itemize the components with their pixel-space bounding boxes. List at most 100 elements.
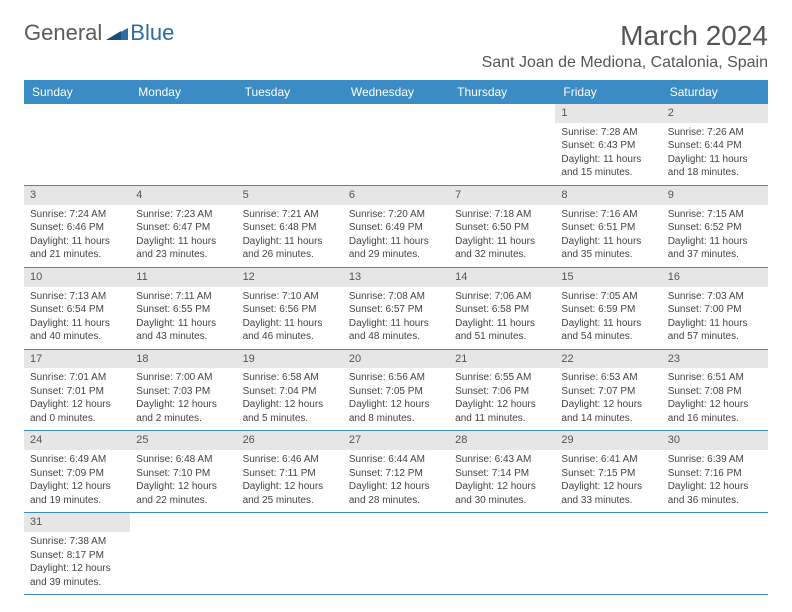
day-cell: 19Sunrise: 6:58 AMSunset: 7:04 PMDayligh…	[237, 350, 343, 431]
day-detail: and 35 minutes.	[561, 248, 655, 262]
day-detail: and 14 minutes.	[561, 412, 655, 426]
location: Sant Joan de Mediona, Catalonia, Spain	[482, 54, 768, 72]
day-detail: Sunrise: 7:15 AM	[668, 208, 762, 222]
day-number: 17	[24, 350, 130, 369]
day-detail: Sunset: 7:10 PM	[136, 467, 230, 481]
day-detail: Sunrise: 7:38 AM	[30, 535, 124, 549]
day-cell: 18Sunrise: 7:00 AMSunset: 7:03 PMDayligh…	[130, 350, 236, 431]
day-detail: and 57 minutes.	[668, 330, 762, 344]
day-detail: and 28 minutes.	[349, 494, 443, 508]
calendar: Sunday Monday Tuesday Wednesday Thursday…	[24, 80, 768, 595]
calendar-week: 31 Sunrise: 7:38 AMSunset: 8:17 PMDayligh…	[24, 513, 768, 595]
day-detail: and 33 minutes.	[561, 494, 655, 508]
day-detail: Sunrise: 7:06 AM	[455, 290, 549, 304]
day-detail: Sunrise: 7:03 AM	[668, 290, 762, 304]
day-number: 26	[237, 431, 343, 450]
day-detail: Sunset: 7:03 PM	[136, 385, 230, 399]
day-cell: 23Sunrise: 6:51 AMSunset: 7:08 PMDayligh…	[662, 350, 768, 431]
logo-text-2: Blue	[130, 20, 174, 46]
day-detail: Daylight: 12 hours	[30, 480, 124, 494]
day-detail: Sunrise: 6:44 AM	[349, 453, 443, 467]
day-detail: Sunrise: 6:55 AM	[455, 371, 549, 385]
day-detail: and 23 minutes.	[136, 248, 230, 262]
day-number: 5	[237, 186, 343, 205]
day-detail: Sunset: 6:55 PM	[136, 303, 230, 317]
day-cell: 12Sunrise: 7:10 AMSunset: 6:56 PMDayligh…	[237, 268, 343, 349]
day-detail: Sunset: 8:17 PM	[30, 549, 124, 563]
day-detail: Daylight: 12 hours	[136, 398, 230, 412]
day-detail: Daylight: 11 hours	[136, 235, 230, 249]
day-detail: Sunrise: 7:16 AM	[561, 208, 655, 222]
day-detail: Sunrise: 7:20 AM	[349, 208, 443, 222]
day-number: 25	[130, 431, 236, 450]
day-detail: Sunset: 7:04 PM	[243, 385, 337, 399]
day-number: 27	[343, 431, 449, 450]
day-detail: Sunrise: 7:24 AM	[30, 208, 124, 222]
calendar-body: 1Sunrise: 7:28 AMSunset: 6:43 PMDaylight…	[24, 104, 768, 595]
day-cell: 26Sunrise: 6:46 AMSunset: 7:11 PMDayligh…	[237, 431, 343, 512]
day-number: 2	[662, 104, 768, 123]
day-detail: Sunrise: 6:48 AM	[136, 453, 230, 467]
day-cell: 4Sunrise: 7:23 AMSunset: 6:47 PMDaylight…	[130, 186, 236, 267]
day-cell: 20Sunrise: 6:56 AMSunset: 7:05 PMDayligh…	[343, 350, 449, 431]
day-cell: 22Sunrise: 6:53 AMSunset: 7:07 PMDayligh…	[555, 350, 661, 431]
day-detail: and 46 minutes.	[243, 330, 337, 344]
day-number: 21	[449, 350, 555, 369]
day-detail: and 2 minutes.	[136, 412, 230, 426]
day-detail: Sunrise: 6:49 AM	[30, 453, 124, 467]
month-title: March 2024	[482, 20, 768, 52]
day-detail: and 8 minutes.	[349, 412, 443, 426]
day-detail: Sunrise: 7:26 AM	[668, 126, 762, 140]
page-header: General Blue March 2024 Sant Joan de Med…	[24, 20, 768, 72]
day-detail: Sunset: 6:56 PM	[243, 303, 337, 317]
day-detail: Daylight: 12 hours	[30, 562, 124, 576]
day-detail: Sunrise: 7:23 AM	[136, 208, 230, 222]
day-cell-empty	[662, 513, 768, 594]
day-number: 29	[555, 431, 661, 450]
day-cell: 25Sunrise: 6:48 AMSunset: 7:10 PMDayligh…	[130, 431, 236, 512]
day-detail: Sunrise: 7:11 AM	[136, 290, 230, 304]
day-header: Tuesday	[237, 80, 343, 104]
day-detail: Sunrise: 6:41 AM	[561, 453, 655, 467]
day-detail: Sunset: 6:52 PM	[668, 221, 762, 235]
day-detail: and 43 minutes.	[136, 330, 230, 344]
day-header: Saturday	[662, 80, 768, 104]
day-detail: Sunset: 6:54 PM	[30, 303, 124, 317]
day-cell: 29Sunrise: 6:41 AMSunset: 7:15 PMDayligh…	[555, 431, 661, 512]
day-detail: Sunrise: 6:51 AM	[668, 371, 762, 385]
day-detail: Sunset: 6:51 PM	[561, 221, 655, 235]
day-detail: and 11 minutes.	[455, 412, 549, 426]
day-detail: Sunset: 6:48 PM	[243, 221, 337, 235]
day-detail: Daylight: 11 hours	[561, 317, 655, 331]
day-detail: Sunrise: 7:01 AM	[30, 371, 124, 385]
day-cell: 14Sunrise: 7:06 AMSunset: 6:58 PMDayligh…	[449, 268, 555, 349]
day-cell: 2Sunrise: 7:26 AMSunset: 6:44 PMDaylight…	[662, 104, 768, 185]
day-detail: Sunset: 7:12 PM	[349, 467, 443, 481]
day-cell-empty	[555, 513, 661, 594]
day-detail: and 54 minutes.	[561, 330, 655, 344]
day-cell: 11Sunrise: 7:11 AMSunset: 6:55 PMDayligh…	[130, 268, 236, 349]
day-number: 8	[555, 186, 661, 205]
day-cell: 17Sunrise: 7:01 AMSunset: 7:01 PMDayligh…	[24, 350, 130, 431]
day-number: 18	[130, 350, 236, 369]
day-number: 16	[662, 268, 768, 287]
day-detail: Daylight: 12 hours	[561, 398, 655, 412]
day-detail: Daylight: 11 hours	[30, 235, 124, 249]
day-cell-empty	[343, 513, 449, 594]
day-detail: Sunset: 7:09 PM	[30, 467, 124, 481]
calendar-week: 24Sunrise: 6:49 AMSunset: 7:09 PMDayligh…	[24, 431, 768, 513]
day-detail: Sunset: 6:50 PM	[455, 221, 549, 235]
day-detail: Sunrise: 7:18 AM	[455, 208, 549, 222]
day-detail: Sunset: 7:08 PM	[668, 385, 762, 399]
day-cell-empty	[130, 104, 236, 185]
calendar-week: 1Sunrise: 7:28 AMSunset: 6:43 PMDaylight…	[24, 104, 768, 186]
day-cell: 27Sunrise: 6:44 AMSunset: 7:12 PMDayligh…	[343, 431, 449, 512]
day-number: 31	[24, 513, 130, 532]
day-detail: Daylight: 12 hours	[668, 480, 762, 494]
day-cell-empty	[130, 513, 236, 594]
day-number: 4	[130, 186, 236, 205]
day-detail: Sunrise: 7:05 AM	[561, 290, 655, 304]
day-number: 9	[662, 186, 768, 205]
day-detail: and 18 minutes.	[668, 166, 762, 180]
day-detail: Daylight: 11 hours	[136, 317, 230, 331]
